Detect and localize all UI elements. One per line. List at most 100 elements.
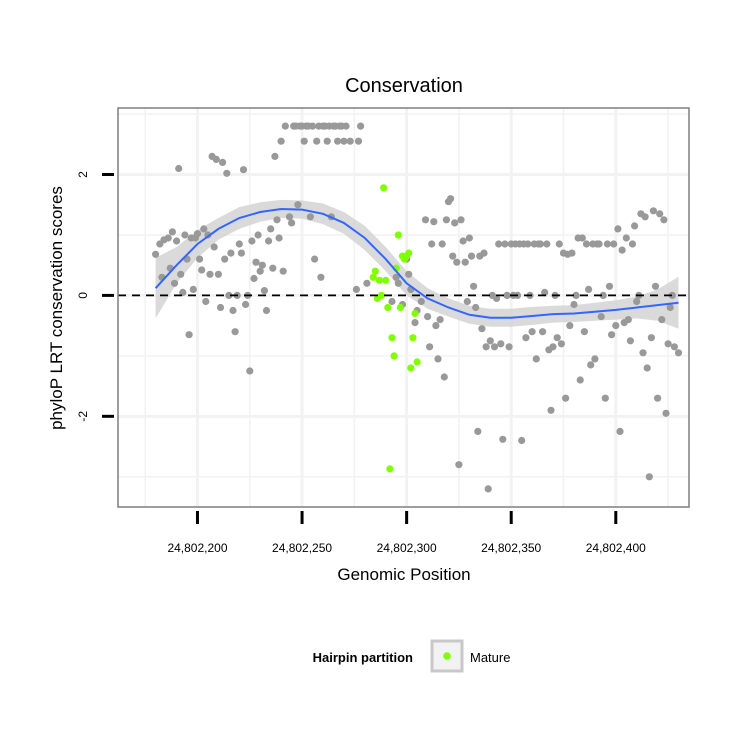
- data-point: [501, 240, 509, 248]
- legend: Hairpin partition Mature: [313, 639, 510, 673]
- data-point: [547, 406, 555, 414]
- data-point: [342, 122, 350, 130]
- data-point: [553, 334, 561, 342]
- data-point: [323, 137, 331, 145]
- mature-point: [411, 309, 419, 318]
- data-point: [210, 243, 218, 251]
- data-point: [258, 261, 266, 269]
- data-point: [645, 473, 653, 481]
- data-point: [239, 166, 248, 174]
- data-point: [490, 343, 499, 351]
- data-point: [524, 240, 532, 248]
- mature-point: [413, 358, 421, 366]
- data-point: [555, 240, 563, 248]
- data-point: [472, 303, 480, 312]
- data-point: [288, 219, 296, 227]
- data-point: [666, 303, 674, 312]
- panel-border: [117, 107, 690, 508]
- data-point: [221, 255, 229, 263]
- data-point: [614, 225, 622, 233]
- data-point: [346, 137, 354, 145]
- data-point: [470, 282, 478, 290]
- data-point: [522, 334, 530, 342]
- data-point: [463, 297, 471, 306]
- data-point: [262, 306, 271, 315]
- data-point: [281, 122, 289, 130]
- data-point: [549, 343, 557, 351]
- data-point: [354, 137, 363, 145]
- data-point: [273, 216, 281, 224]
- data-point: [392, 273, 400, 281]
- data-point: [340, 137, 348, 145]
- data-point: [352, 285, 360, 293]
- data-point: [608, 331, 616, 339]
- data-point: [436, 316, 444, 324]
- legend-label-mature: Mature: [470, 650, 510, 665]
- data-point: [662, 409, 670, 417]
- mature-point: [407, 364, 415, 372]
- mature-point: [405, 249, 413, 257]
- data-point: [603, 240, 612, 248]
- data-point: [248, 237, 256, 245]
- data-point: [285, 213, 294, 221]
- data-point: [294, 201, 302, 209]
- data-point: [631, 222, 639, 230]
- data-point: [486, 337, 494, 345]
- data-point: [628, 240, 637, 248]
- data-point: [656, 210, 664, 218]
- data-point: [572, 291, 580, 299]
- data-point: [465, 234, 473, 242]
- data-point: [499, 435, 507, 443]
- data-point: [152, 250, 160, 258]
- data-point: [311, 255, 319, 263]
- data-point: [164, 234, 172, 242]
- mature-point: [409, 334, 417, 342]
- data-point: [313, 137, 321, 145]
- data-point: [493, 294, 501, 302]
- data-point: [229, 306, 237, 315]
- y-tick-label: 2: [76, 171, 90, 178]
- data-point: [434, 355, 442, 363]
- data-point: [235, 240, 243, 248]
- data-point: [610, 240, 618, 248]
- data-point: [334, 137, 342, 145]
- y-axis: -2 0 2: [76, 171, 114, 422]
- data-point: [279, 267, 287, 275]
- data-point: [421, 216, 430, 224]
- data-point: [658, 316, 666, 324]
- data-point: [193, 230, 202, 238]
- data-point: [196, 255, 204, 263]
- x-tick-label: 24,802,200: [167, 541, 227, 555]
- mature-point: [375, 276, 383, 284]
- data-point: [595, 240, 603, 248]
- data-point: [591, 355, 599, 363]
- data-point: [265, 237, 273, 245]
- data-point: [528, 328, 536, 336]
- mature-point: [394, 231, 402, 239]
- data-point: [453, 258, 461, 266]
- data-point: [480, 249, 488, 257]
- data-point: [474, 427, 482, 435]
- x-tick-label: 24,802,250: [272, 541, 332, 555]
- data-point: [394, 279, 402, 287]
- data-point: [168, 228, 176, 236]
- data-point: [478, 325, 486, 333]
- data-point: [440, 373, 448, 381]
- data-point: [497, 340, 505, 348]
- mature-point: [386, 465, 394, 473]
- data-point: [206, 270, 214, 278]
- data-point: [411, 319, 419, 327]
- data-point: [539, 328, 547, 336]
- confidence-band-area: [155, 199, 679, 329]
- data-point: [532, 355, 540, 363]
- data-point: [267, 225, 275, 233]
- mature-point: [371, 267, 379, 275]
- data-point: [643, 364, 651, 372]
- data-point: [275, 234, 283, 242]
- mature-point: [384, 303, 392, 312]
- mature-point: [382, 276, 390, 284]
- data-point: [177, 270, 185, 278]
- data-point: [428, 240, 436, 248]
- data-point: [189, 285, 197, 293]
